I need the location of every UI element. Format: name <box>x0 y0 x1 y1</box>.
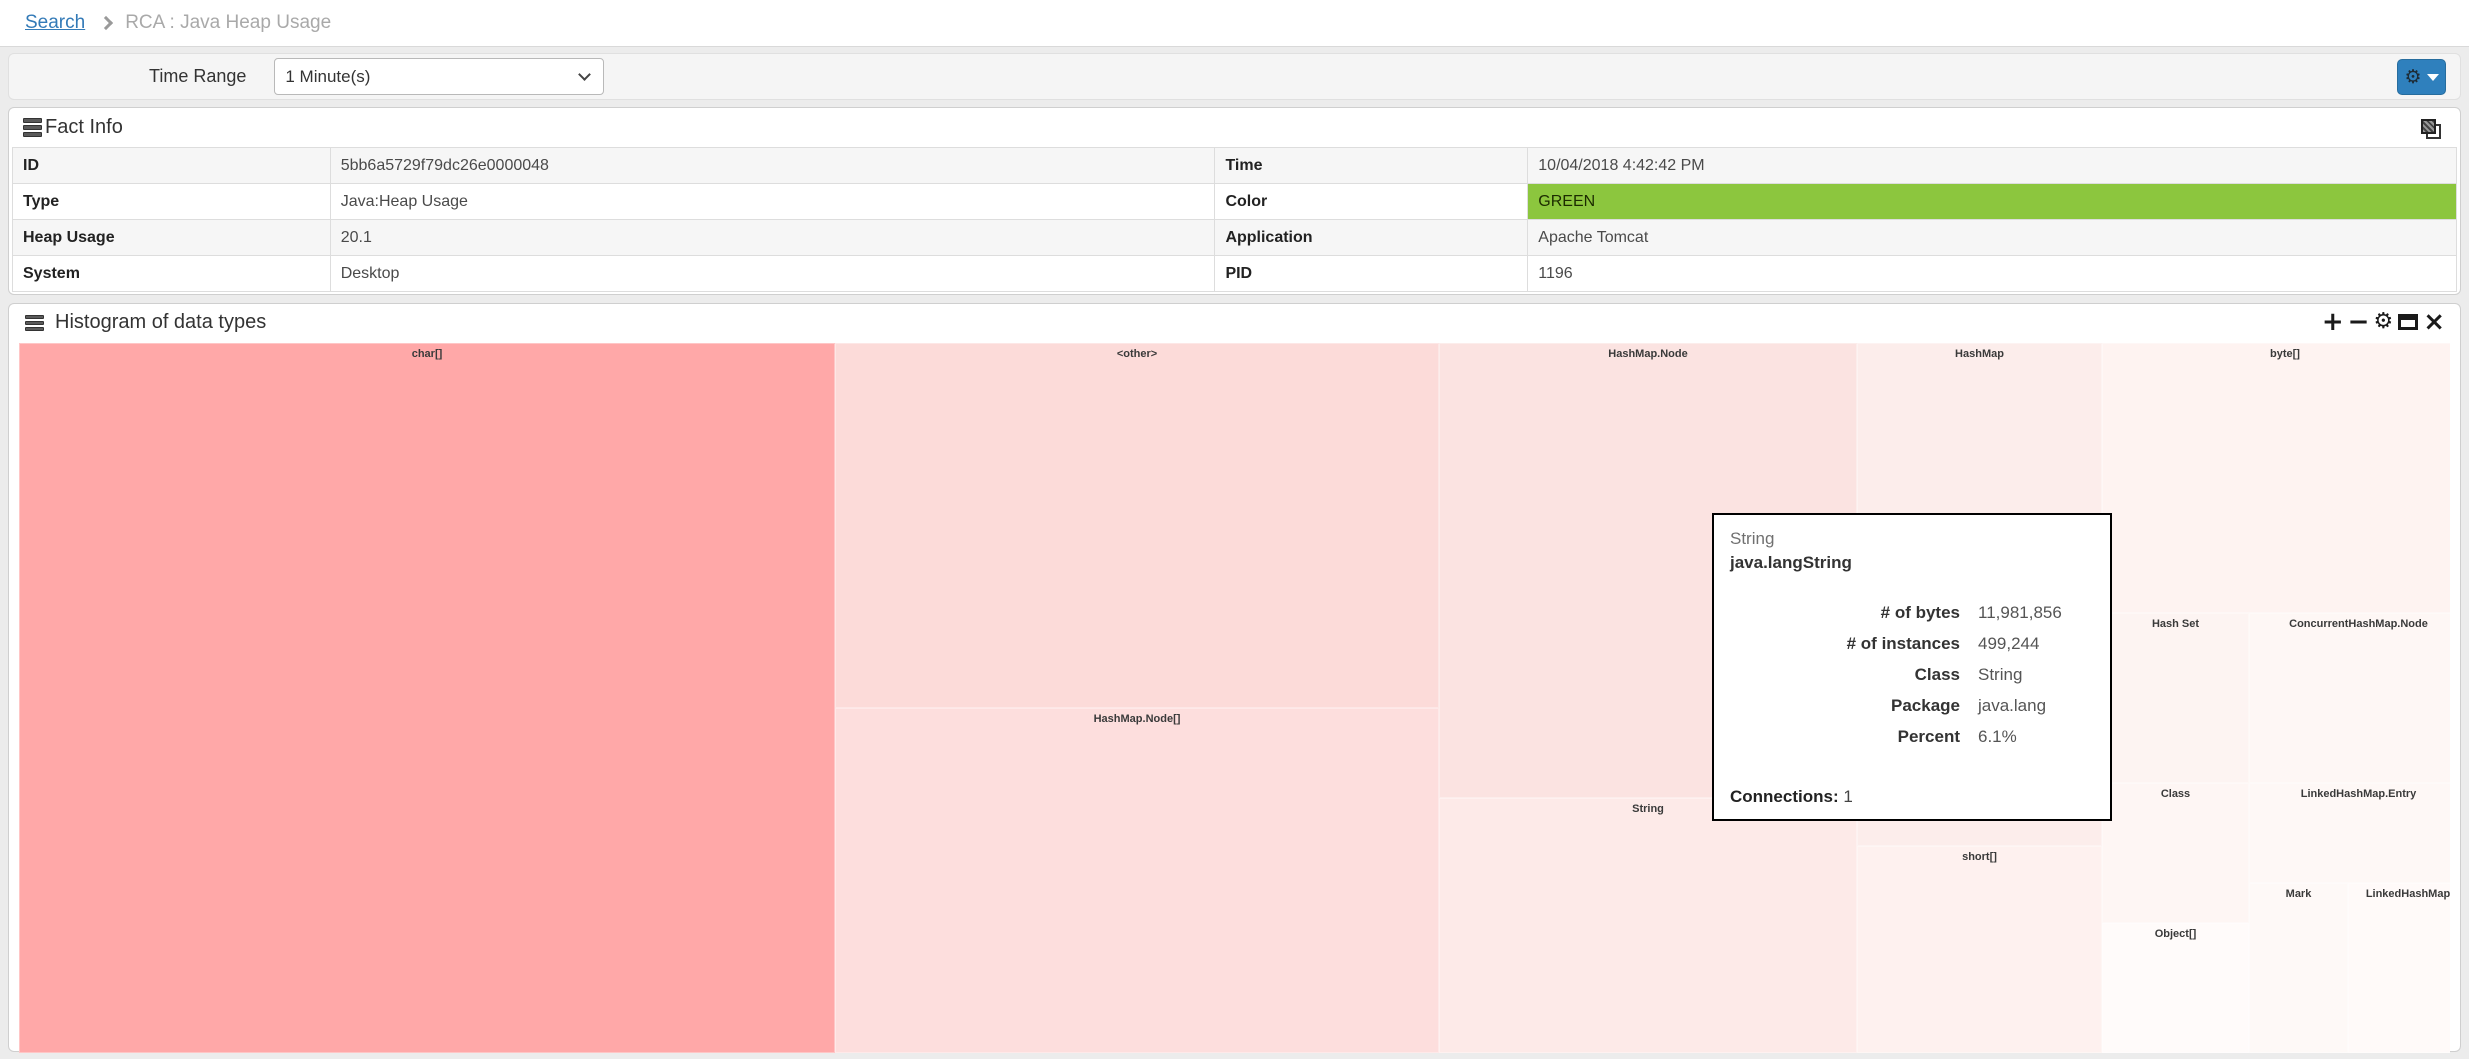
tooltip-row-value: 499,244 <box>1978 634 2040 653</box>
treemap-cell-hashmap-node[interactable]: HashMap.Node[] <box>835 708 1439 1053</box>
treemap-tooltip: String java.langString # of bytes 11,981… <box>1712 513 2112 821</box>
fact-value-type: Java:Heap Usage <box>329 183 1216 220</box>
gear-icon[interactable]: ⚙ <box>2373 309 2394 334</box>
fact-label-type: Type <box>12 183 331 220</box>
treemap-cell-label: HashMap.Node <box>1608 348 1688 360</box>
treemap-cell-char[interactable]: char[] <box>19 343 835 1053</box>
table-row: System Desktop PID 1196 <box>12 255 2457 292</box>
list-icon <box>23 116 42 139</box>
treemap-cell-label: char[] <box>411 348 443 360</box>
table-row: Type Java:Heap Usage Color GREEN <box>12 183 2457 220</box>
tooltip-title: String <box>1730 529 1775 548</box>
fact-value-system: Desktop <box>329 255 1216 292</box>
treemap-cell-concurrenthashmap-node[interactable]: ConcurrentHashMap.Node <box>2249 613 2450 783</box>
time-range-select-wrap: 1 Minute(s) <box>274 58 605 95</box>
fact-label-heap-usage: Heap Usage <box>12 219 331 256</box>
fact-info-panel: Fact Info ID 5bb6a5729f79dc26e0000048 Ti… <box>8 107 2461 295</box>
list-icon <box>25 313 44 333</box>
fact-label-id: ID <box>12 147 331 184</box>
treemap-cell-mark[interactable]: Mark <box>2249 883 2348 1053</box>
tooltip-subtitle: java.langString <box>1730 553 1852 572</box>
time-range-select[interactable]: 1 Minute(s) <box>274 58 605 95</box>
fact-info-header: Fact Info <box>9 108 2460 147</box>
fact-info-table: ID 5bb6a5729f79dc26e0000048 Time 10/04/2… <box>12 147 2457 292</box>
tooltip-row-label: Percent <box>1897 727 1960 746</box>
toolbar: Time Range 1 Minute(s) ⚙ <box>8 53 2461 100</box>
fact-value-application: Apache Tomcat <box>1527 219 2457 256</box>
treemap-cell-short[interactable]: short[] <box>1857 846 2102 1053</box>
export-image-icon[interactable] <box>2420 118 2444 142</box>
treemap-cell-label: String <box>1632 803 1664 815</box>
treemap-chart: LinkedHashMap Mark Object[] LinkedHashMap.E… <box>19 343 2450 1053</box>
treemap-cell-linkedhashmap-entry[interactable]: LinkedHashMap.Entry <box>2249 783 2450 883</box>
treemap-cell-label: ConcurrentHashMap.Node <box>2289 618 2428 630</box>
fact-value-heap-usage: 20.1 <box>329 219 1216 256</box>
fact-label-application: Application <box>1214 219 1529 256</box>
fact-label-system: System <box>12 255 331 292</box>
treemap-cell-label: <other> <box>1116 348 1158 360</box>
treemap-cell-label: Mark <box>2285 888 2312 900</box>
tooltip-connections-value: 1 <box>1843 787 1853 806</box>
tooltip-row-value: String <box>1978 665 2023 684</box>
treemap-cell-string[interactable]: String <box>1439 798 1857 1053</box>
histogram-title: Histogram of data types <box>55 311 267 333</box>
treemap-cell-class[interactable]: Class <box>2102 783 2249 923</box>
treemap-cell-hash-set[interactable]: Hash Set <box>2102 613 2249 783</box>
gear-icon: ⚙ <box>2404 66 2422 88</box>
tooltip-row-value: 6.1% <box>1978 727 2017 746</box>
tooltip-row-label: Class <box>1914 665 1960 684</box>
fact-value-color-status-badge: GREEN <box>1527 183 2457 220</box>
zoom-out-icon[interactable]: − <box>2347 307 2370 337</box>
settings-button[interactable]: ⚙ <box>2397 59 2446 95</box>
treemap-cell-byte[interactable]: byte[] <box>2102 343 2450 613</box>
treemap-cell-linkedhashmap[interactable]: LinkedHashMap <box>2348 883 2450 1053</box>
tooltip-row-value: 11,981,856 <box>1978 603 2062 622</box>
table-row: Heap Usage 20.1 Application Apache Tomca… <box>12 219 2457 256</box>
treemap-cell-label: HashMap <box>1955 348 2004 360</box>
fact-value-time: 10/04/2018 4:42:42 PM <box>1527 147 2457 184</box>
fact-value-pid: 1196 <box>1527 255 2457 292</box>
fact-value-id: 5bb6a5729f79dc26e0000048 <box>329 147 1216 184</box>
fact-label-color: Color <box>1214 183 1529 220</box>
treemap-cell-label: Class <box>2160 788 2191 800</box>
breadcrumb: Search RCA : Java Heap Usage <box>0 0 2469 47</box>
zoom-in-icon[interactable]: + <box>2321 307 2344 337</box>
treemap-cell-object[interactable]: Object[] <box>2102 923 2249 1053</box>
table-row: ID 5bb6a5729f79dc26e0000048 Time 10/04/2… <box>12 147 2457 184</box>
chevron-right-icon <box>99 15 114 31</box>
tooltip-connections-label: Connections: <box>1730 787 1839 806</box>
tooltip-row-label: # of instances <box>1846 634 1960 653</box>
treemap-cell-label: Hash Set <box>2151 618 2200 630</box>
treemap-cell-label: HashMap.Node[] <box>1093 713 1181 725</box>
treemap-cell-other[interactable]: <other> <box>835 343 1439 708</box>
maximize-icon[interactable] <box>2398 314 2419 330</box>
caret-down-icon <box>2426 73 2439 81</box>
tooltip-row-label: Package <box>1891 696 1960 715</box>
tooltip-row-value: java.lang <box>1978 696 2047 715</box>
fact-label-pid: PID <box>1214 255 1529 292</box>
histogram-header: Histogram of data types + − ⚙ × <box>9 304 2460 341</box>
treemap-cell-label: byte[] <box>2270 348 2300 360</box>
treemap-cell-label: LinkedHashMap.Entry <box>2300 788 2417 800</box>
treemap-cell-label: short[] <box>1962 851 1997 863</box>
time-range-label: Time Range <box>149 66 247 86</box>
fact-label-time: Time <box>1214 147 1529 184</box>
tooltip-connections: Connections: 1 <box>1730 787 1853 807</box>
fact-info-title: Fact Info <box>45 116 123 138</box>
tooltip-detail-grid: # of bytes 11,981,856 # of instances 499… <box>1730 603 2094 747</box>
treemap-cell-label: LinkedHashMap <box>2365 888 2450 900</box>
histogram-controls: + − ⚙ × <box>2321 308 2446 336</box>
histogram-panel: Histogram of data types + − ⚙ × LinkedHa… <box>8 303 2461 1053</box>
breadcrumb-link-search[interactable]: Search <box>25 12 86 33</box>
breadcrumb-current-page: RCA : Java Heap Usage <box>125 12 332 33</box>
treemap-cell-label: Object[] <box>2154 928 2197 940</box>
close-icon[interactable]: × <box>2423 307 2445 337</box>
tooltip-row-label: # of bytes <box>1880 603 1960 622</box>
